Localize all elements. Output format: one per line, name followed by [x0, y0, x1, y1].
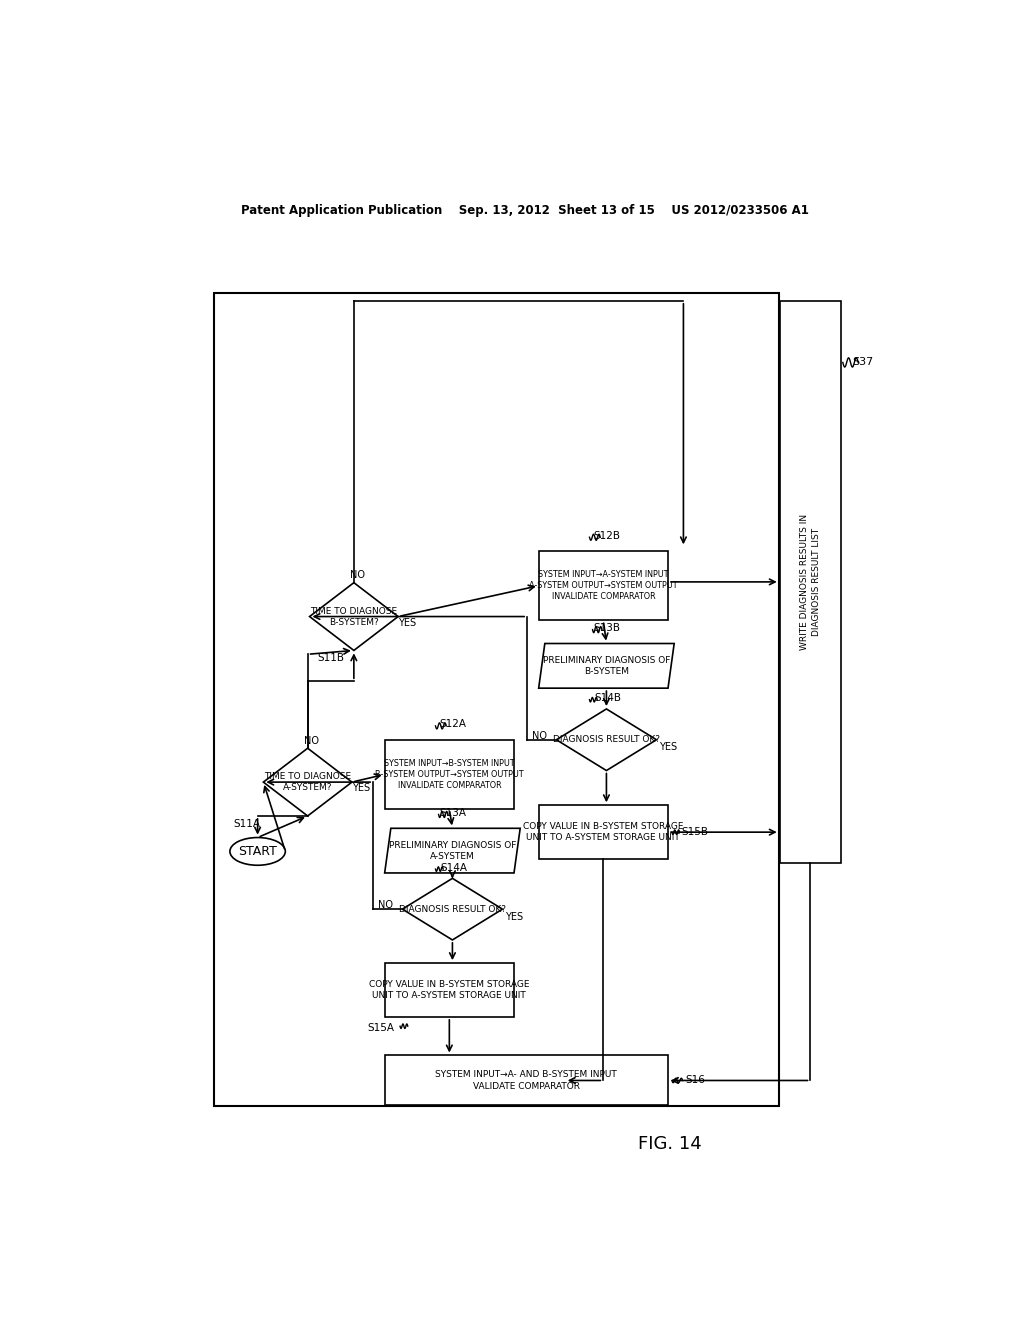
Bar [779, 301, 842, 863]
Text: S16: S16 [685, 1076, 705, 1085]
Text: NO: NO [378, 900, 393, 911]
Bar [385, 739, 514, 809]
Text: S15B: S15B [681, 828, 709, 837]
Bar [539, 552, 668, 620]
Text: S13A: S13A [439, 808, 467, 818]
Text: S37: S37 [852, 358, 873, 367]
Text: COPY VALUE IN B-SYSTEM STORAGE
UNIT TO A-SYSTEM STORAGE UNIT: COPY VALUE IN B-SYSTEM STORAGE UNIT TO A… [369, 979, 529, 1001]
Text: YES: YES [659, 742, 677, 752]
Text: YES: YES [398, 618, 417, 628]
Text: NO: NO [531, 731, 547, 741]
Text: SYSTEM INPUT→A-SYSTEM INPUT
A-SYSTEM OUTPUT→SYSTEM OUTPUT
INVALIDATE COMPARATOR: SYSTEM INPUT→A-SYSTEM INPUT A-SYSTEM OUT… [529, 570, 678, 602]
Text: COPY VALUE IN B-SYSTEM STORAGE
UNIT TO A-SYSTEM STORAGE UNIT: COPY VALUE IN B-SYSTEM STORAGE UNIT TO A… [523, 822, 684, 842]
Text: TIME TO DIAGNOSE
B-SYSTEM?: TIME TO DIAGNOSE B-SYSTEM? [310, 606, 397, 627]
Polygon shape [402, 878, 503, 940]
Polygon shape [556, 709, 656, 771]
Polygon shape [263, 748, 352, 816]
Text: SYSTEM INPUT→A- AND B-SYSTEM INPUT
VALIDATE COMPARATOR: SYSTEM INPUT→A- AND B-SYSTEM INPUT VALID… [435, 1071, 617, 1090]
Text: PRELIMINARY DIAGNOSIS OF
A-SYSTEM: PRELIMINARY DIAGNOSIS OF A-SYSTEM [389, 841, 516, 861]
Text: NO: NO [350, 570, 366, 579]
Text: Patent Application Publication    Sep. 13, 2012  Sheet 13 of 15    US 2012/02335: Patent Application Publication Sep. 13, … [241, 205, 809, 218]
Text: YES: YES [505, 912, 523, 921]
Text: S14A: S14A [440, 862, 468, 873]
Bar [214, 293, 779, 1106]
Text: S13B: S13B [594, 623, 621, 634]
Text: S11B: S11B [317, 653, 344, 663]
Polygon shape [309, 582, 398, 651]
Bar [385, 964, 514, 1016]
Text: SYSTEM INPUT→B-SYSTEM INPUT
B-SYSTEM OUTPUT→SYSTEM OUTPUT
INVALIDATE COMPARATOR: SYSTEM INPUT→B-SYSTEM INPUT B-SYSTEM OUT… [375, 759, 523, 789]
Polygon shape [539, 644, 674, 688]
Text: DIAGNOSIS RESULT OK?: DIAGNOSIS RESULT OK? [399, 904, 506, 913]
Text: START: START [239, 845, 278, 858]
Polygon shape [385, 829, 520, 873]
Text: FIG. 14: FIG. 14 [638, 1135, 701, 1152]
Text: S12B: S12B [594, 531, 621, 541]
Ellipse shape [230, 837, 286, 866]
Text: S11A: S11A [233, 818, 260, 829]
Text: DIAGNOSIS RESULT OK?: DIAGNOSIS RESULT OK? [553, 735, 659, 744]
Text: YES: YES [352, 783, 371, 793]
Bar [539, 805, 668, 859]
Bar [385, 1056, 668, 1105]
Text: S15A: S15A [368, 1023, 394, 1032]
Text: WRITE DIAGNOSIS RESULTS IN
DIAGNOSIS RESULT LIST: WRITE DIAGNOSIS RESULTS IN DIAGNOSIS RES… [801, 513, 820, 649]
Text: PRELIMINARY DIAGNOSIS OF
B-SYSTEM: PRELIMINARY DIAGNOSIS OF B-SYSTEM [543, 656, 670, 676]
Text: S12A: S12A [439, 719, 467, 730]
Text: S14B: S14B [595, 693, 622, 704]
Text: TIME TO DIAGNOSE
A-SYSTEM?: TIME TO DIAGNOSE A-SYSTEM? [264, 772, 351, 792]
Text: NO: NO [304, 735, 319, 746]
